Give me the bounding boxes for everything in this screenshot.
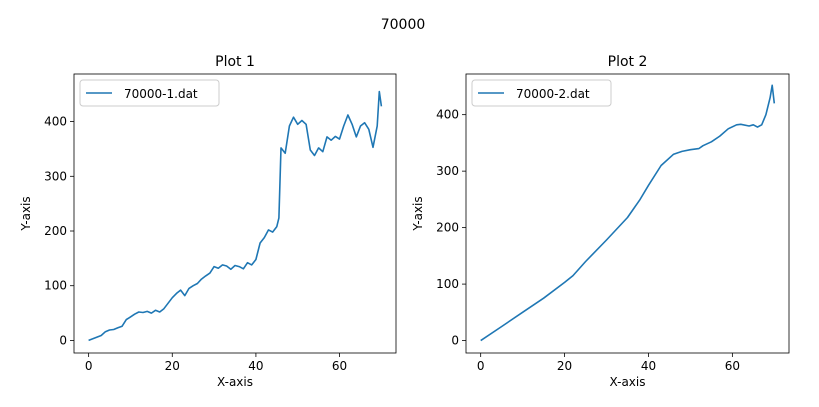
legend-box — [471, 79, 612, 107]
plot-2: 0 20 40 60 0 100 200 300 400 Plot 2 X-axis Y-axis 70… — [411, 54, 790, 389]
x-tick-label: 20 — [557, 359, 572, 373]
y-tick-label: 0 — [59, 333, 67, 347]
x-tick-label: 40 — [641, 359, 656, 373]
legend-box — [79, 79, 220, 107]
y-tick-label: 300 — [436, 164, 459, 178]
x-tick-label: 0 — [85, 359, 93, 373]
series-line-1 — [88, 90, 383, 342]
legend: 70000-2.dat — [471, 79, 612, 107]
plot-title: Plot 2 — [608, 54, 648, 70]
x-tick-label: 40 — [248, 359, 263, 373]
y-tick-label: 100 — [44, 279, 67, 293]
series-line-1 — [480, 84, 776, 342]
y-tick-label: 200 — [436, 221, 459, 235]
y-tick-label: 200 — [44, 224, 67, 238]
figure-title: 70000 — [381, 17, 426, 33]
y-axis-label: Y-axis — [411, 196, 425, 231]
y-tick-label: 400 — [44, 115, 67, 129]
plot-1: 0 20 40 60 0 100 200 300 400 Plot 1 X-axis Y-axis 70… — [19, 54, 397, 389]
x-tick-label: 0 — [477, 359, 485, 373]
y-tick-label: 100 — [436, 277, 459, 291]
axes-frame — [465, 73, 790, 354]
legend-label: 70000-1.dat — [124, 87, 198, 101]
y-tick-label: 0 — [451, 334, 459, 348]
x-axis-label: X-axis — [217, 375, 253, 389]
x-tick-label: 20 — [165, 359, 180, 373]
y-tick-label: 400 — [436, 108, 459, 122]
x-tick-label: 60 — [332, 359, 347, 373]
axes-frame — [73, 73, 397, 354]
legend-label: 70000-2.dat — [516, 87, 590, 101]
legend: 70000-1.dat — [79, 79, 220, 107]
y-axis-label: Y-axis — [19, 196, 33, 231]
x-tick-label: 60 — [725, 359, 740, 373]
plot-title: Plot 1 — [215, 54, 255, 70]
x-axis-label: X-axis — [610, 375, 646, 389]
y-tick-label: 300 — [44, 169, 67, 183]
